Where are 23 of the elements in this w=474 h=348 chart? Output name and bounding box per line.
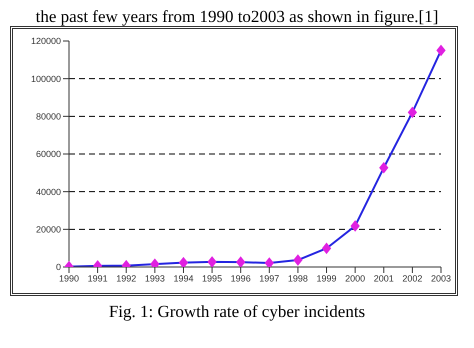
x-tick-label: 1997	[259, 273, 280, 284]
x-tick-label: 2000	[345, 273, 366, 284]
x-tick-label: 2003	[430, 273, 452, 284]
y-tick-label: 120000	[30, 36, 61, 46]
x-tick-label: 1991	[88, 273, 108, 284]
x-tick-label: 1994	[173, 273, 194, 284]
y-tick-label: 40000	[36, 186, 61, 197]
x-tick-label: 2002	[402, 273, 422, 284]
x-tick-label: 1992	[116, 273, 136, 284]
y-tick-label: 0	[56, 262, 61, 272]
x-tick-label: 1999	[316, 273, 337, 284]
caption: Fig. 1: Growth rate of cyber incidents	[108, 302, 366, 322]
y-tick-label: 20000	[36, 224, 61, 235]
x-tick-label: 1998	[288, 273, 308, 284]
text: the past few years from 1990 to2003 as shown in figure.[1]	[34, 7, 440, 26]
y-tick-label: 80000	[36, 112, 61, 122]
x-tick-label: 1993	[144, 273, 165, 284]
x-tick-label: 1990	[58, 273, 80, 284]
y-tick-label: 100000	[30, 74, 61, 84]
y-tick-label: 60000	[36, 149, 61, 160]
x-tick-label: 1996	[230, 273, 251, 284]
x-tick-label: 2001	[374, 273, 394, 284]
x-tick-label: 1995	[202, 273, 222, 284]
